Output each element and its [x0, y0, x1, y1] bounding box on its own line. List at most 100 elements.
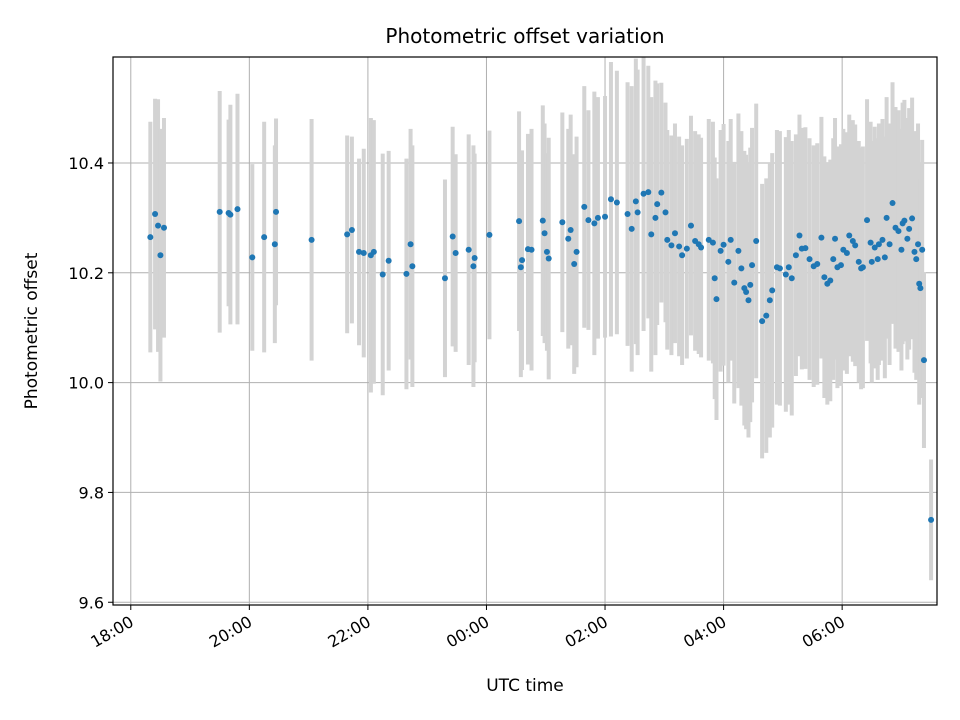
data-point: [486, 231, 493, 238]
data-point: [745, 297, 752, 304]
data-point: [769, 287, 776, 294]
data-point: [645, 189, 652, 196]
data-point: [160, 224, 167, 231]
data-point: [917, 285, 924, 292]
data-point: [668, 242, 675, 249]
data-point: [913, 256, 920, 263]
data-point: [517, 264, 524, 271]
data-point: [814, 261, 821, 268]
data-point: [806, 256, 813, 263]
data-point: [216, 208, 223, 215]
data-point: [915, 241, 922, 248]
data-point: [843, 250, 850, 257]
data-point: [928, 516, 935, 523]
data-point: [409, 263, 416, 270]
data-point: [634, 209, 641, 216]
y-tick-label: 10.0: [68, 374, 104, 393]
data-point: [348, 226, 355, 233]
data-point: [867, 239, 874, 246]
data-point: [753, 237, 760, 244]
data-point: [152, 211, 159, 218]
data-point: [749, 262, 756, 269]
data-point: [785, 264, 792, 271]
data-point: [516, 218, 523, 225]
data-point: [344, 231, 351, 238]
data-point: [864, 217, 871, 224]
data-point: [788, 275, 795, 282]
data-point: [632, 198, 639, 205]
data-point: [249, 254, 256, 261]
data-point: [465, 246, 472, 253]
data-point: [360, 250, 367, 257]
data-point: [859, 264, 866, 271]
data-point: [792, 252, 799, 259]
data-point: [802, 245, 809, 252]
data-point: [889, 200, 896, 207]
data-point: [671, 230, 678, 237]
data-point: [227, 211, 234, 218]
data-point: [827, 277, 834, 284]
data-point: [654, 201, 661, 208]
data-point: [234, 206, 241, 213]
data-point: [855, 258, 862, 265]
data-point: [528, 246, 535, 253]
data-point: [470, 263, 477, 270]
data-point: [919, 246, 926, 253]
data-point: [539, 217, 546, 224]
data-point: [585, 217, 592, 224]
data-point: [832, 235, 839, 242]
data-point: [591, 220, 598, 227]
data-point: [725, 258, 732, 265]
data-point: [571, 261, 578, 268]
data-point: [904, 235, 911, 242]
data-point: [874, 256, 881, 263]
data-point: [519, 257, 526, 264]
data-point: [658, 189, 665, 196]
data-point: [881, 254, 888, 261]
data-point: [567, 226, 574, 233]
data-point: [640, 190, 647, 197]
data-point: [687, 222, 694, 229]
data-point: [709, 239, 716, 246]
data-point: [594, 214, 601, 221]
data-point: [909, 215, 916, 222]
data-point: [901, 217, 908, 224]
data-point: [407, 241, 414, 248]
data-points: [147, 189, 935, 523]
data-point: [573, 248, 580, 255]
data-point: [607, 196, 614, 203]
data-point: [155, 222, 162, 229]
data-point: [157, 252, 164, 259]
y-axis-label: Photometric offset: [22, 252, 42, 409]
data-point: [679, 252, 686, 259]
data-point: [898, 246, 905, 253]
data-point: [379, 271, 386, 278]
data-point: [871, 244, 878, 251]
data-point: [743, 289, 750, 296]
data-point: [602, 213, 609, 220]
x-axis-label: UTC time: [486, 676, 564, 696]
data-point: [759, 318, 766, 325]
data-point: [886, 241, 893, 248]
y-tick-label: 9.8: [79, 483, 104, 502]
data-point: [308, 236, 315, 243]
data-point: [776, 265, 783, 272]
data-point: [648, 231, 655, 238]
data-point: [735, 247, 742, 254]
data-point: [356, 248, 363, 255]
data-point: [449, 233, 456, 240]
data-point: [652, 214, 659, 221]
data-point: [846, 232, 853, 239]
data-point: [731, 279, 738, 286]
data-point: [559, 219, 566, 226]
data-point: [895, 228, 902, 235]
data-point: [273, 208, 280, 215]
data-point: [471, 254, 478, 261]
data-point: [720, 241, 727, 248]
data-point: [911, 248, 918, 255]
data-point: [849, 237, 856, 244]
data-point: [452, 250, 459, 257]
data-point: [920, 357, 927, 364]
data-point: [581, 203, 588, 210]
y-tick-label: 10.2: [68, 264, 104, 283]
